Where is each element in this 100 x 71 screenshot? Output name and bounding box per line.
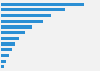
Bar (1, 54, 8, 57)
Bar (1, 48, 12, 51)
Bar (1, 65, 4, 68)
Bar (1, 31, 25, 34)
Bar (1, 60, 6, 63)
Bar (1, 37, 19, 40)
Bar (1, 8, 65, 11)
Bar (1, 14, 51, 17)
Bar (1, 20, 43, 23)
Bar (1, 3, 84, 6)
Bar (1, 25, 32, 29)
Bar (1, 42, 15, 46)
